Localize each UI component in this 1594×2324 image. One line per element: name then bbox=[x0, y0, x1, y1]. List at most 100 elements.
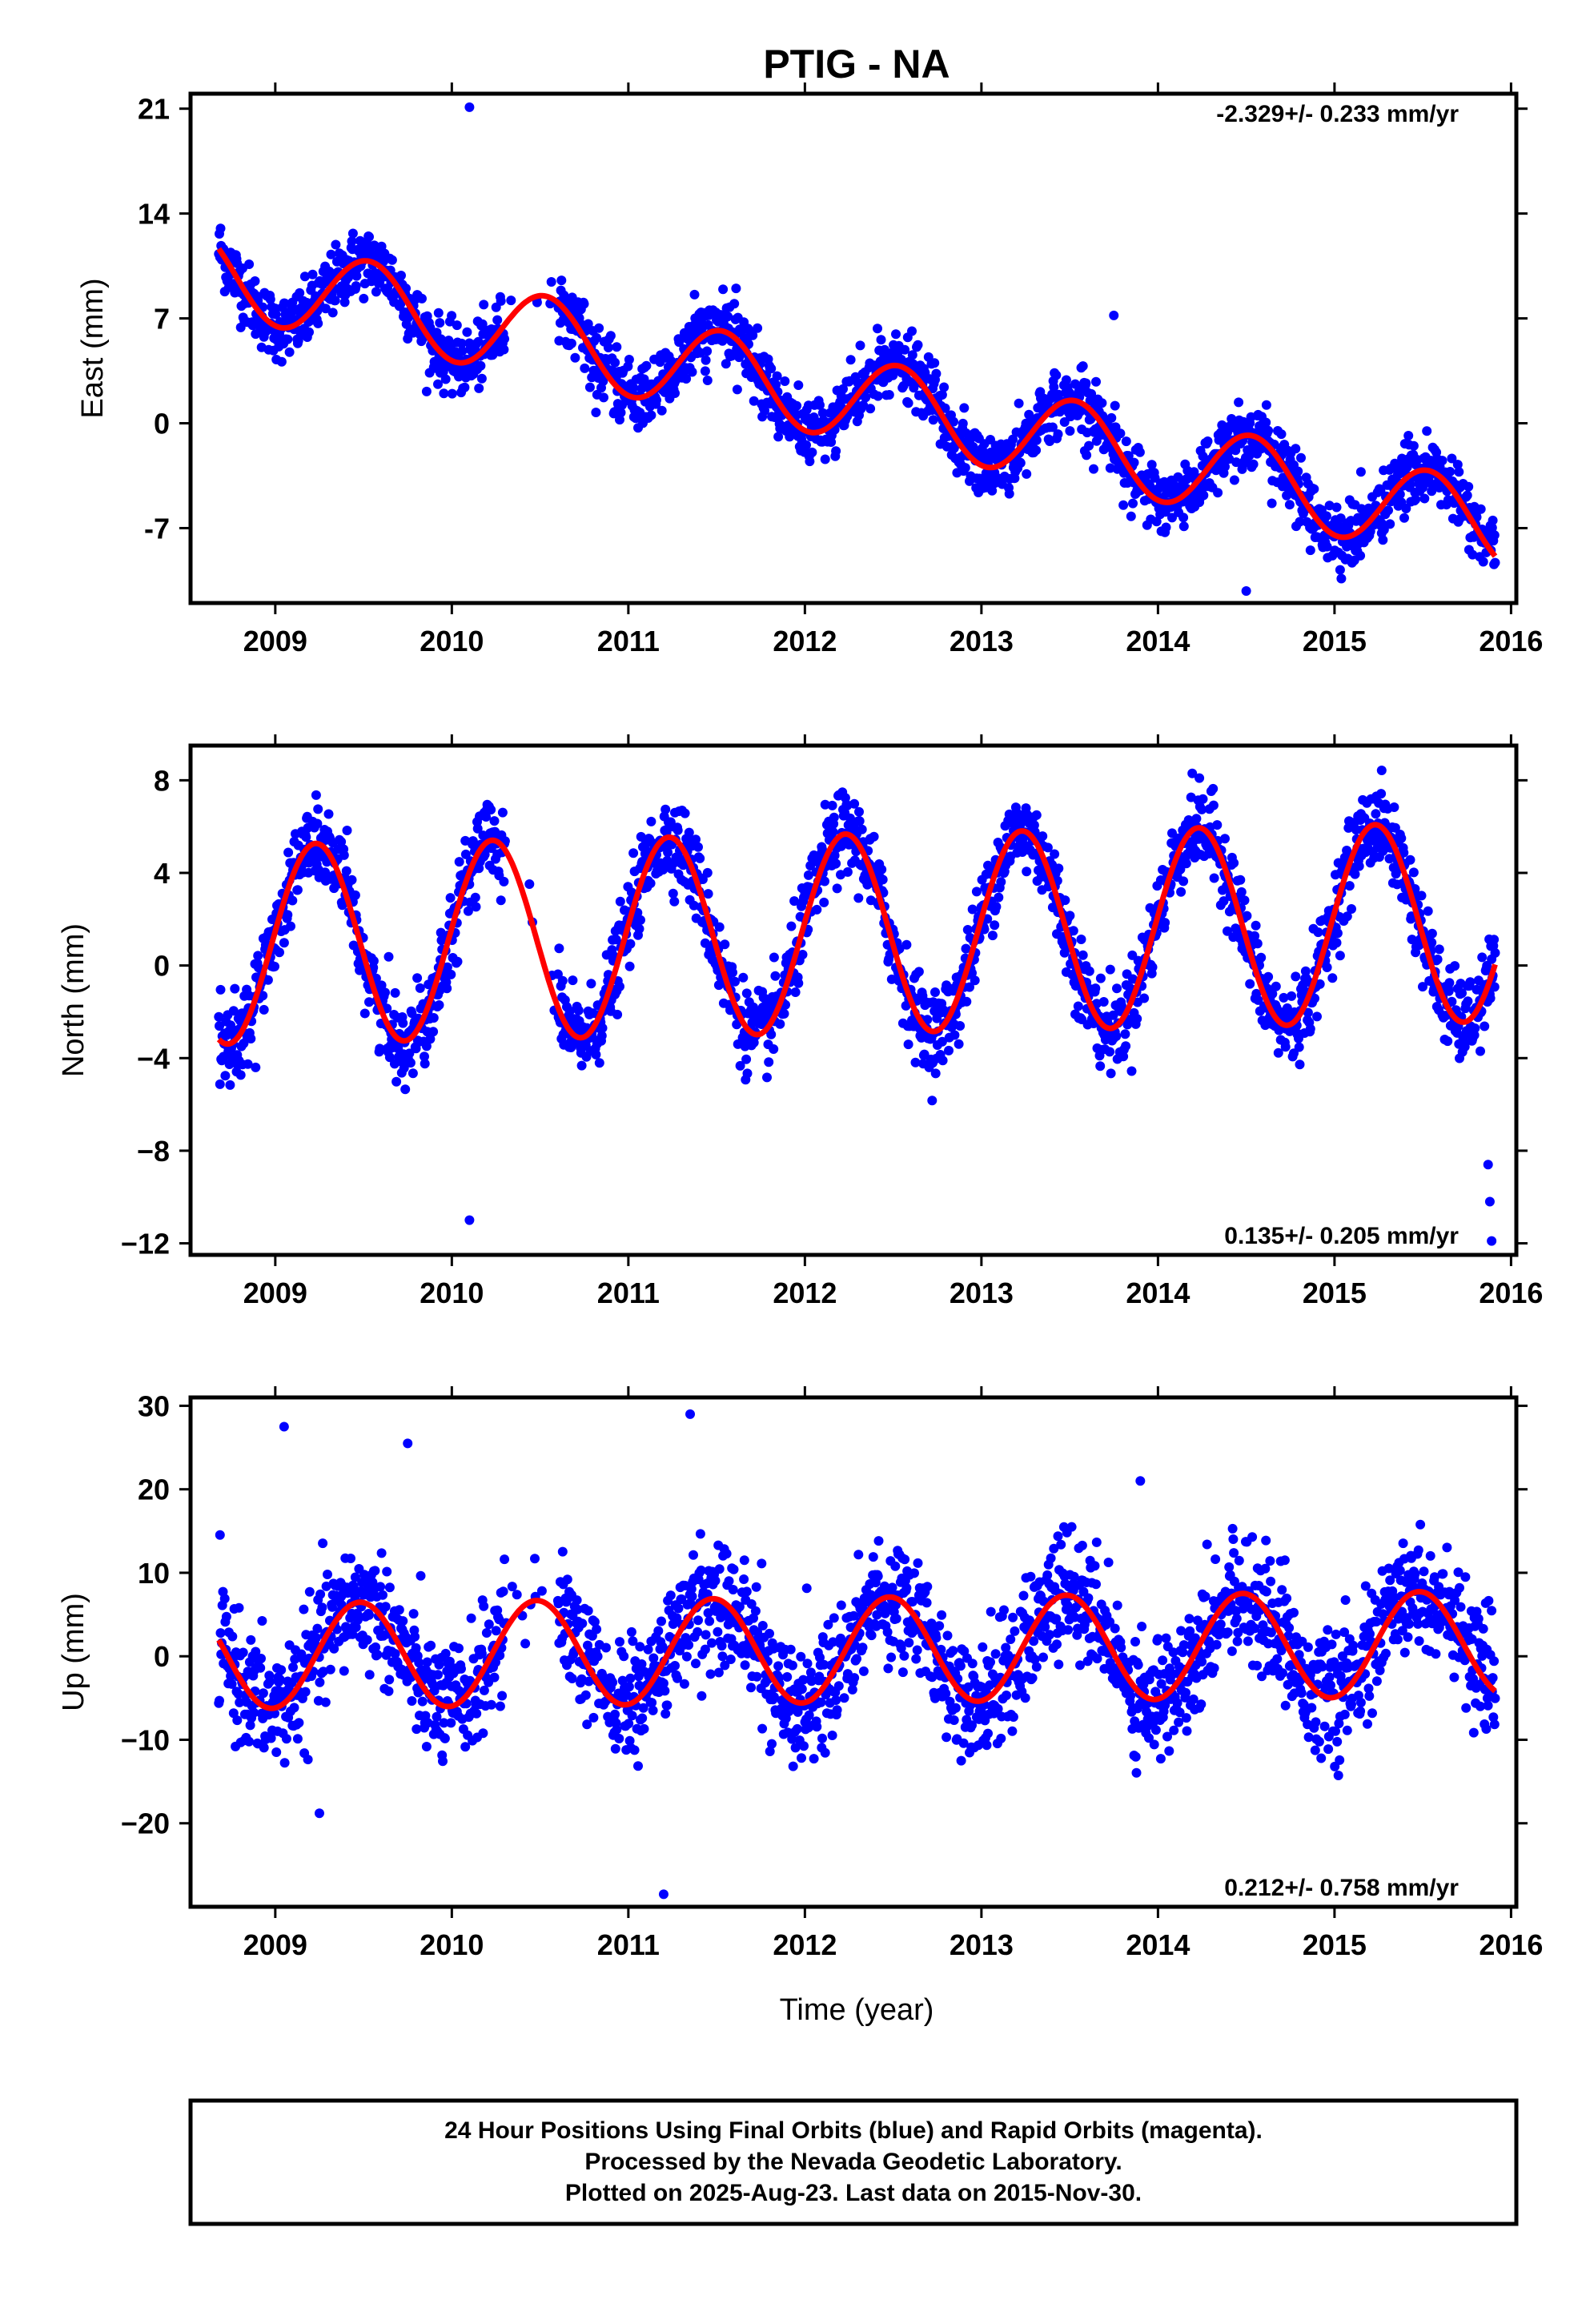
data-point bbox=[817, 408, 828, 418]
data-point bbox=[405, 1058, 416, 1068]
data-point bbox=[702, 346, 713, 356]
data-point bbox=[351, 281, 361, 292]
data-point bbox=[903, 1039, 913, 1050]
data-point bbox=[1445, 467, 1455, 476]
data-point bbox=[1073, 1001, 1083, 1011]
plot-frame bbox=[188, 743, 1519, 1257]
data-point bbox=[1106, 412, 1117, 423]
data-point bbox=[702, 867, 713, 878]
data-point bbox=[1212, 820, 1223, 830]
data-point bbox=[1271, 981, 1281, 991]
data-point bbox=[276, 356, 287, 367]
data-point bbox=[961, 943, 971, 954]
data-point bbox=[500, 1554, 510, 1565]
data-point bbox=[567, 1674, 577, 1683]
data-point bbox=[624, 1719, 634, 1729]
data-point bbox=[1095, 973, 1106, 983]
data-point bbox=[460, 1742, 471, 1752]
data-point bbox=[398, 1018, 408, 1028]
data-point bbox=[913, 340, 923, 350]
data-point bbox=[648, 1653, 659, 1663]
data-point bbox=[414, 1658, 424, 1668]
data-point bbox=[1129, 457, 1139, 468]
data-point bbox=[244, 1736, 255, 1747]
data-point bbox=[592, 332, 602, 343]
data-point bbox=[245, 1720, 255, 1731]
data-point bbox=[476, 1648, 487, 1659]
data-point bbox=[289, 1703, 299, 1713]
data-point bbox=[1395, 489, 1405, 500]
data-point bbox=[610, 1709, 620, 1719]
data-point bbox=[1050, 849, 1060, 859]
data-point bbox=[1332, 928, 1343, 939]
data-point bbox=[315, 1589, 326, 1599]
data-point bbox=[1047, 422, 1058, 432]
data-point bbox=[967, 904, 978, 915]
data-point bbox=[498, 1586, 508, 1597]
data-point bbox=[489, 816, 500, 826]
data-point bbox=[214, 1011, 224, 1022]
data-point bbox=[705, 1616, 715, 1626]
data-point bbox=[714, 922, 725, 932]
data-point bbox=[1462, 490, 1472, 501]
x-tick-label: 2011 bbox=[597, 1277, 660, 1309]
data-point bbox=[970, 975, 980, 986]
data-point bbox=[1279, 992, 1289, 1003]
data-point bbox=[617, 1675, 628, 1686]
data-point bbox=[1089, 464, 1098, 474]
data-point bbox=[573, 1005, 584, 1015]
data-point bbox=[991, 902, 1002, 912]
data-point bbox=[420, 1059, 430, 1069]
data-point bbox=[700, 1644, 710, 1655]
x-tick-label: 2015 bbox=[1303, 625, 1367, 657]
data-point bbox=[433, 308, 444, 318]
data-point bbox=[454, 857, 464, 867]
data-point bbox=[259, 1004, 269, 1015]
data-point bbox=[350, 890, 360, 900]
data-point bbox=[1477, 952, 1488, 963]
data-point bbox=[339, 1666, 349, 1676]
data-point bbox=[499, 876, 509, 887]
y-tick-label: −8 bbox=[137, 1135, 170, 1168]
data-point bbox=[557, 1546, 568, 1557]
data-point bbox=[625, 1673, 636, 1683]
data-point bbox=[265, 1676, 275, 1687]
data-point bbox=[1476, 1046, 1485, 1056]
data-point bbox=[472, 1708, 482, 1719]
plot-frame bbox=[188, 91, 1519, 605]
data-point bbox=[426, 1640, 436, 1651]
data-point bbox=[996, 877, 1006, 887]
x-tick-label: 2012 bbox=[773, 625, 837, 657]
data-point bbox=[320, 304, 331, 314]
data-point bbox=[480, 850, 490, 860]
data-point bbox=[230, 983, 240, 994]
data-point bbox=[396, 271, 406, 280]
data-point bbox=[668, 888, 678, 899]
data-point bbox=[1235, 875, 1246, 885]
data-point bbox=[701, 1630, 711, 1640]
data-point bbox=[486, 805, 496, 815]
data-point bbox=[779, 1008, 789, 1019]
data-point bbox=[615, 981, 624, 991]
data-point bbox=[672, 1613, 682, 1623]
data-point bbox=[687, 1591, 697, 1602]
data-point bbox=[695, 1529, 705, 1539]
data-point bbox=[1457, 988, 1467, 999]
data-point bbox=[456, 338, 467, 348]
data-point bbox=[442, 962, 452, 972]
data-point bbox=[407, 1696, 417, 1706]
data-point bbox=[371, 287, 381, 297]
data-point bbox=[929, 358, 940, 368]
data-point bbox=[311, 1633, 321, 1643]
data-point bbox=[255, 1663, 266, 1673]
data-point bbox=[1213, 488, 1223, 498]
data-point bbox=[648, 1705, 658, 1715]
data-point bbox=[225, 1080, 235, 1090]
data-point bbox=[408, 1609, 419, 1619]
data-point bbox=[624, 961, 635, 971]
data-point bbox=[398, 1616, 408, 1626]
data-point bbox=[276, 1665, 287, 1675]
data-point bbox=[901, 939, 912, 950]
data-point bbox=[317, 1602, 327, 1613]
